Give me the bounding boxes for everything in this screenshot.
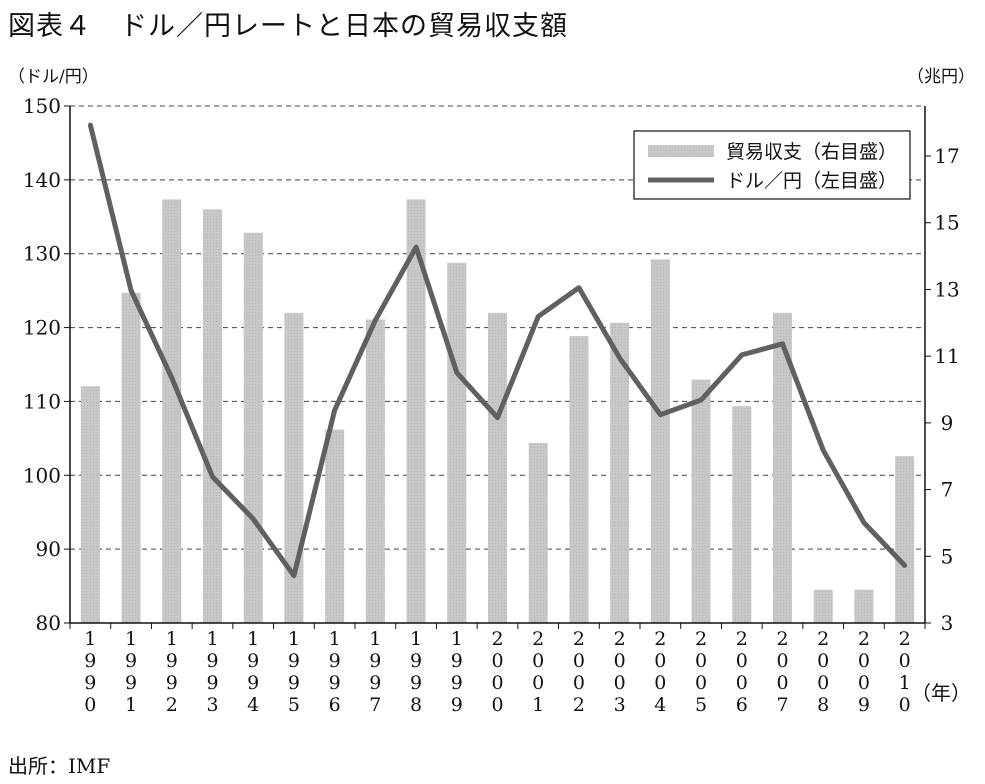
right-tick-label: 15 [934, 211, 959, 235]
source-note: 出所：IMF [8, 754, 111, 778]
bar-trade-balance [284, 312, 304, 623]
bar-trade-balance [732, 406, 752, 623]
bar-trade-balance [203, 209, 222, 623]
left-tick-label: 100 [23, 463, 61, 487]
right-tick-label: 11 [934, 344, 959, 368]
right-tick-label: 13 [934, 277, 959, 301]
left-tick-label: 110 [23, 389, 61, 413]
legend-label-bar: 貿易収支（右目盛） [726, 141, 897, 163]
year-unit-label: （年） [911, 681, 971, 705]
left-tick-label: 150 [23, 94, 61, 118]
left-tick-label: 120 [23, 316, 61, 340]
right-tick-label: 5 [941, 544, 954, 568]
bar-trade-balance [691, 379, 711, 623]
bar-trade-balance [813, 589, 833, 623]
bar-trade-balance [365, 319, 385, 623]
legend-swatch-bar [648, 145, 714, 157]
bar-trade-balance [447, 262, 467, 623]
bar-trade-balance [406, 199, 426, 623]
right-axis-unit: （兆円） [907, 67, 975, 87]
bar-trade-balance [528, 442, 548, 623]
bar-trade-balance [80, 386, 100, 623]
left-tick-label: 80 [36, 611, 61, 635]
bar-trade-balance [854, 589, 874, 623]
right-tick-label: 3 [941, 611, 954, 635]
bar-trade-balance [121, 292, 141, 623]
right-tick-label: 17 [934, 144, 959, 168]
chart-title: 図表４ ドル／円レートと日本の貿易収支額 [8, 11, 568, 42]
bar-trade-balance [162, 199, 182, 623]
bar-trade-balance [650, 259, 670, 623]
right-tick-label: 7 [941, 478, 954, 502]
legend-label-line: ドル／円（左目盛） [726, 170, 897, 192]
bar-trade-balance [569, 336, 589, 623]
left-tick-label: 130 [23, 242, 61, 266]
left-tick-label: 90 [36, 537, 61, 561]
left-tick-label: 140 [23, 168, 61, 192]
bar-trade-balance [610, 322, 630, 623]
legend-box [633, 130, 911, 200]
bar-trade-balance [325, 429, 345, 623]
bar-trade-balance [773, 312, 792, 623]
bar-trade-balance [488, 312, 507, 623]
left-axis-unit: （ドル/円） [8, 67, 99, 87]
bar-trade-balance [895, 456, 915, 623]
bar-trade-balance [243, 232, 263, 623]
right-tick-label: 9 [941, 411, 954, 435]
